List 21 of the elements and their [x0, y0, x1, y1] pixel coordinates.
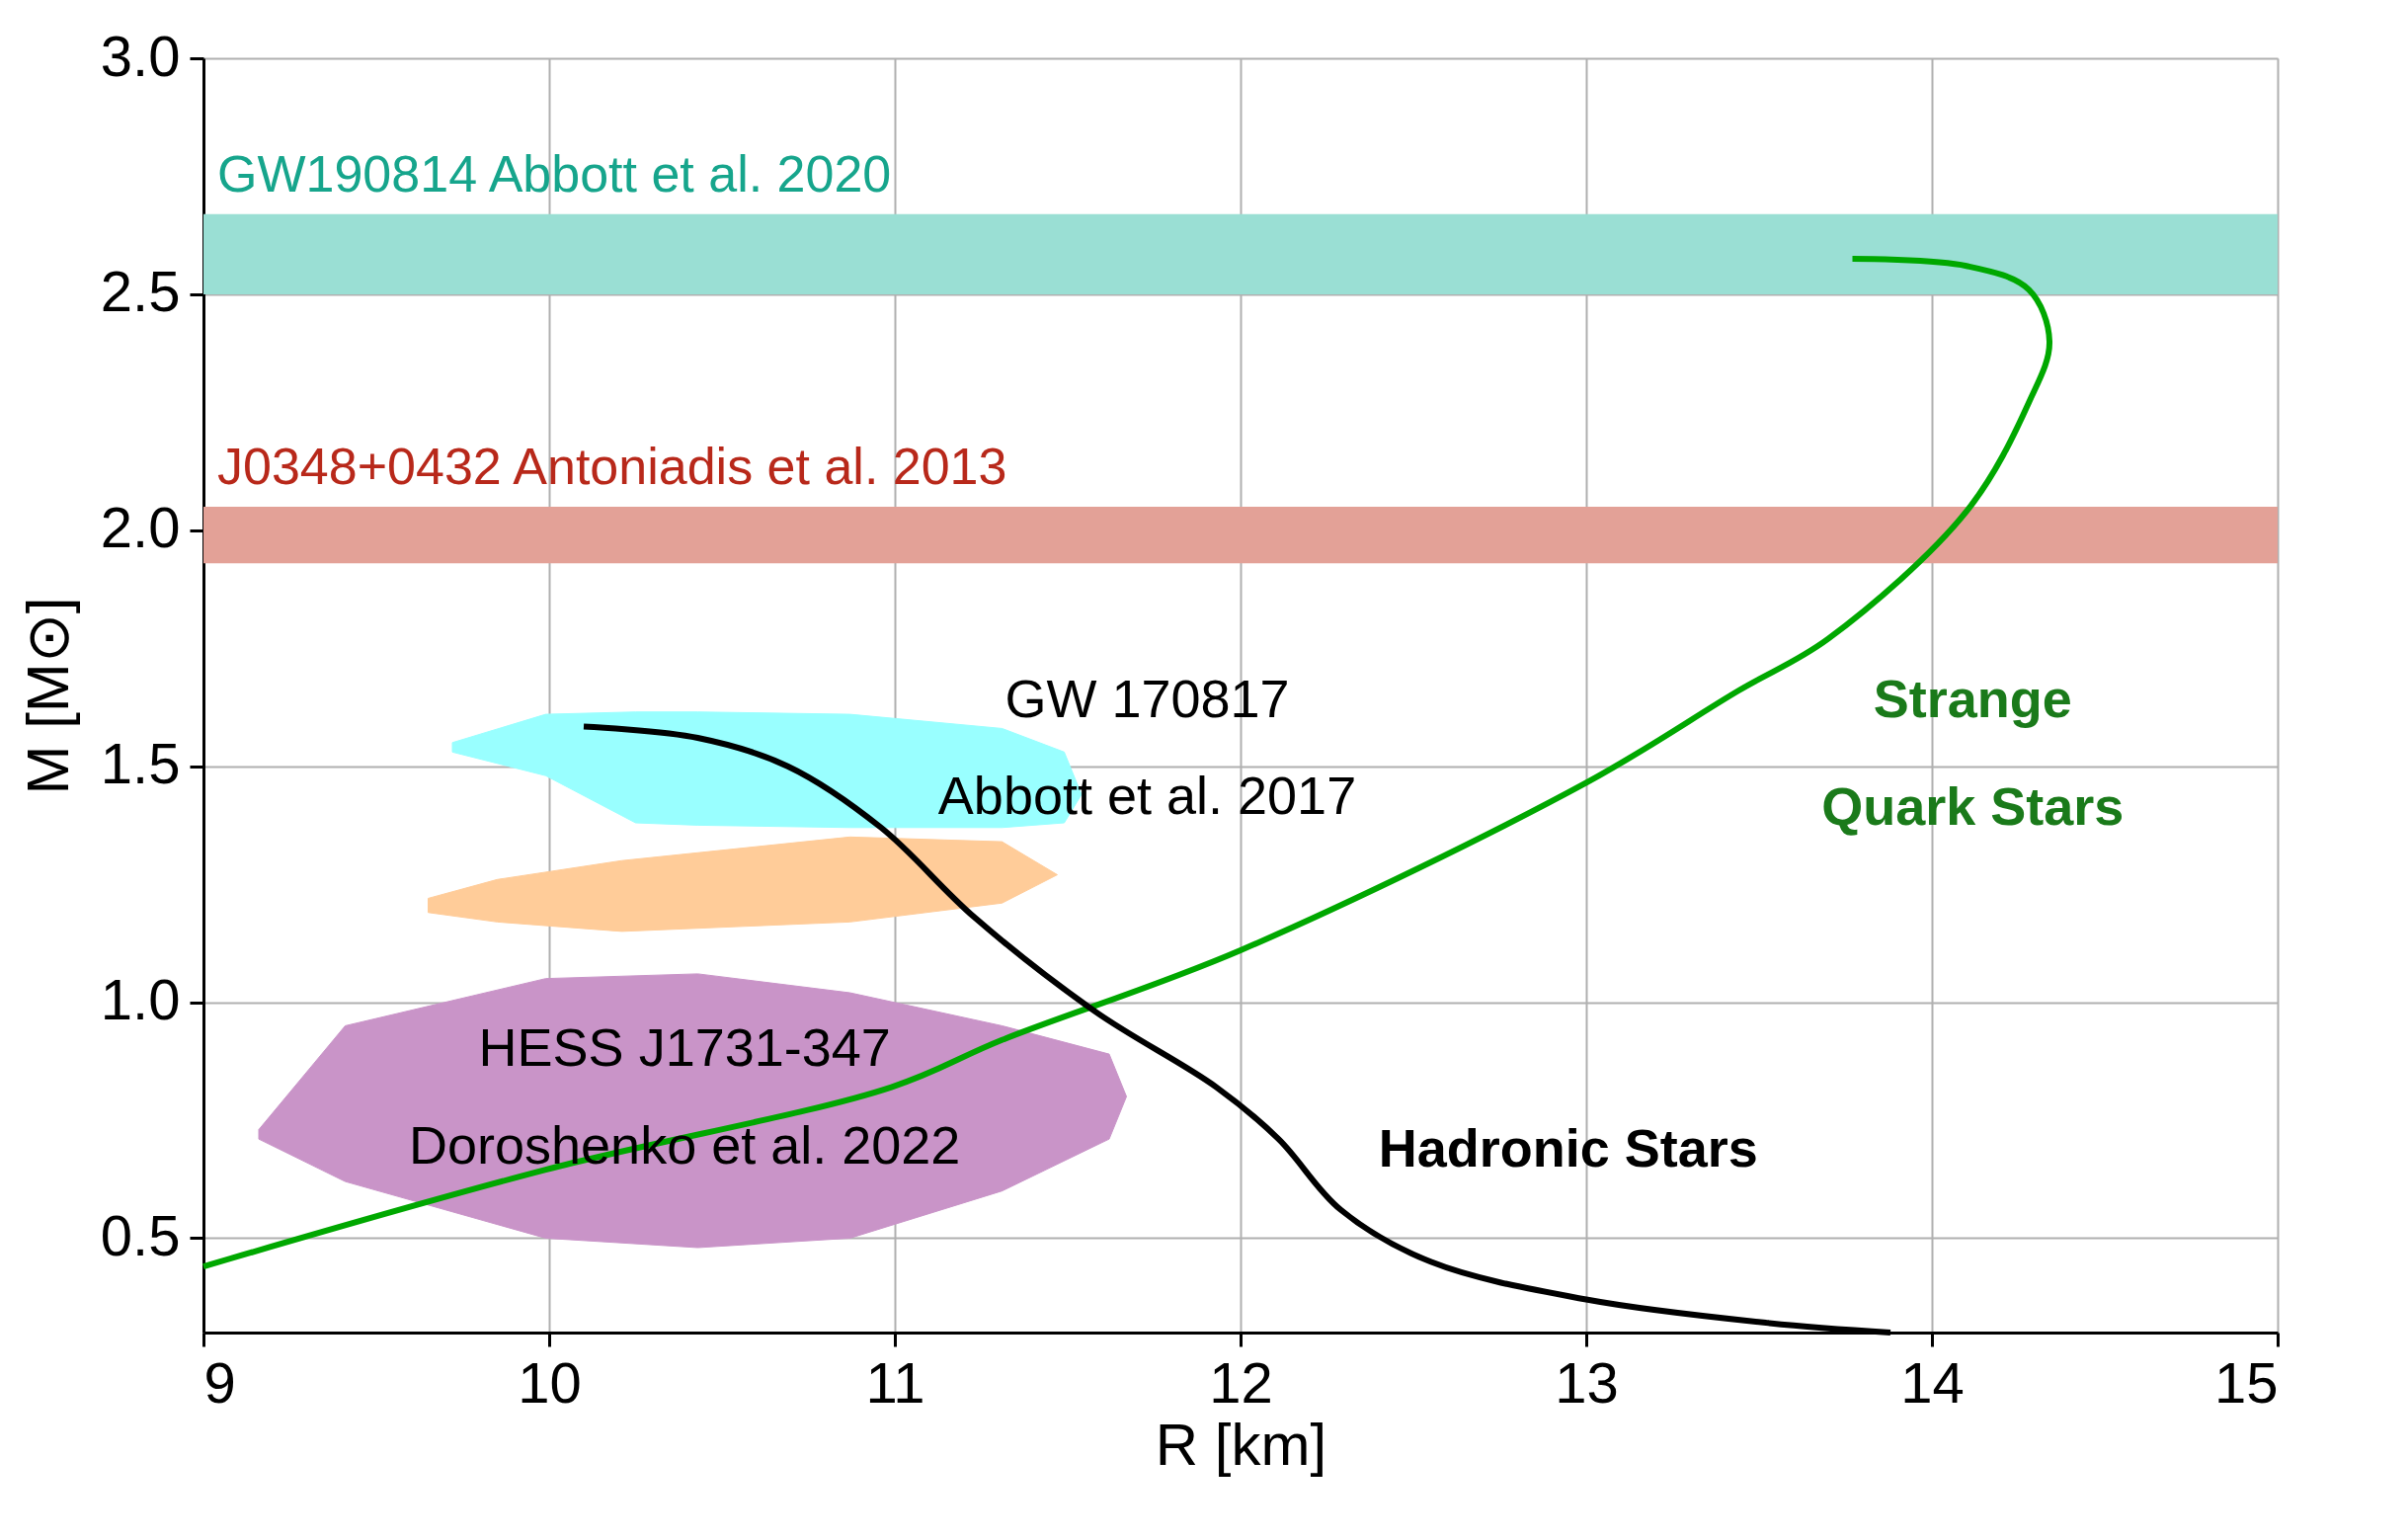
y-tick-label: 2.0: [100, 495, 181, 560]
annotation: GW 170817: [1004, 669, 1290, 729]
x-tick-label: 13: [1555, 1349, 1619, 1415]
annotation: Hadronic Stars: [1378, 1117, 1758, 1177]
x-tick-label: 15: [2213, 1349, 2279, 1415]
band-label: GW190814 Abbott et al. 2020: [217, 144, 892, 203]
annotation: Quark Stars: [1821, 775, 2125, 836]
band-label: J0348+0432 Antoniadis et al. 2013: [217, 437, 1007, 495]
x-tick-label: 10: [518, 1349, 582, 1415]
y-tick-label: 2.5: [100, 259, 181, 324]
y-tick-label: 1.5: [100, 731, 181, 796]
y-tick-label: 1.0: [100, 967, 181, 1032]
y-axis-title: M [M⊙]: [14, 597, 81, 795]
x-tick-label: 14: [1900, 1349, 1965, 1415]
y-tick-label: 0.5: [100, 1202, 181, 1267]
annotation: Strange: [1873, 669, 2072, 729]
annotation: HESS J1731-347: [478, 1016, 891, 1077]
x-tick-label: 9: [203, 1349, 236, 1415]
x-tick-label: 11: [865, 1349, 925, 1415]
annotation: Abbott et al. 2017: [937, 766, 1357, 826]
y-tick-label: 3.0: [100, 23, 181, 88]
